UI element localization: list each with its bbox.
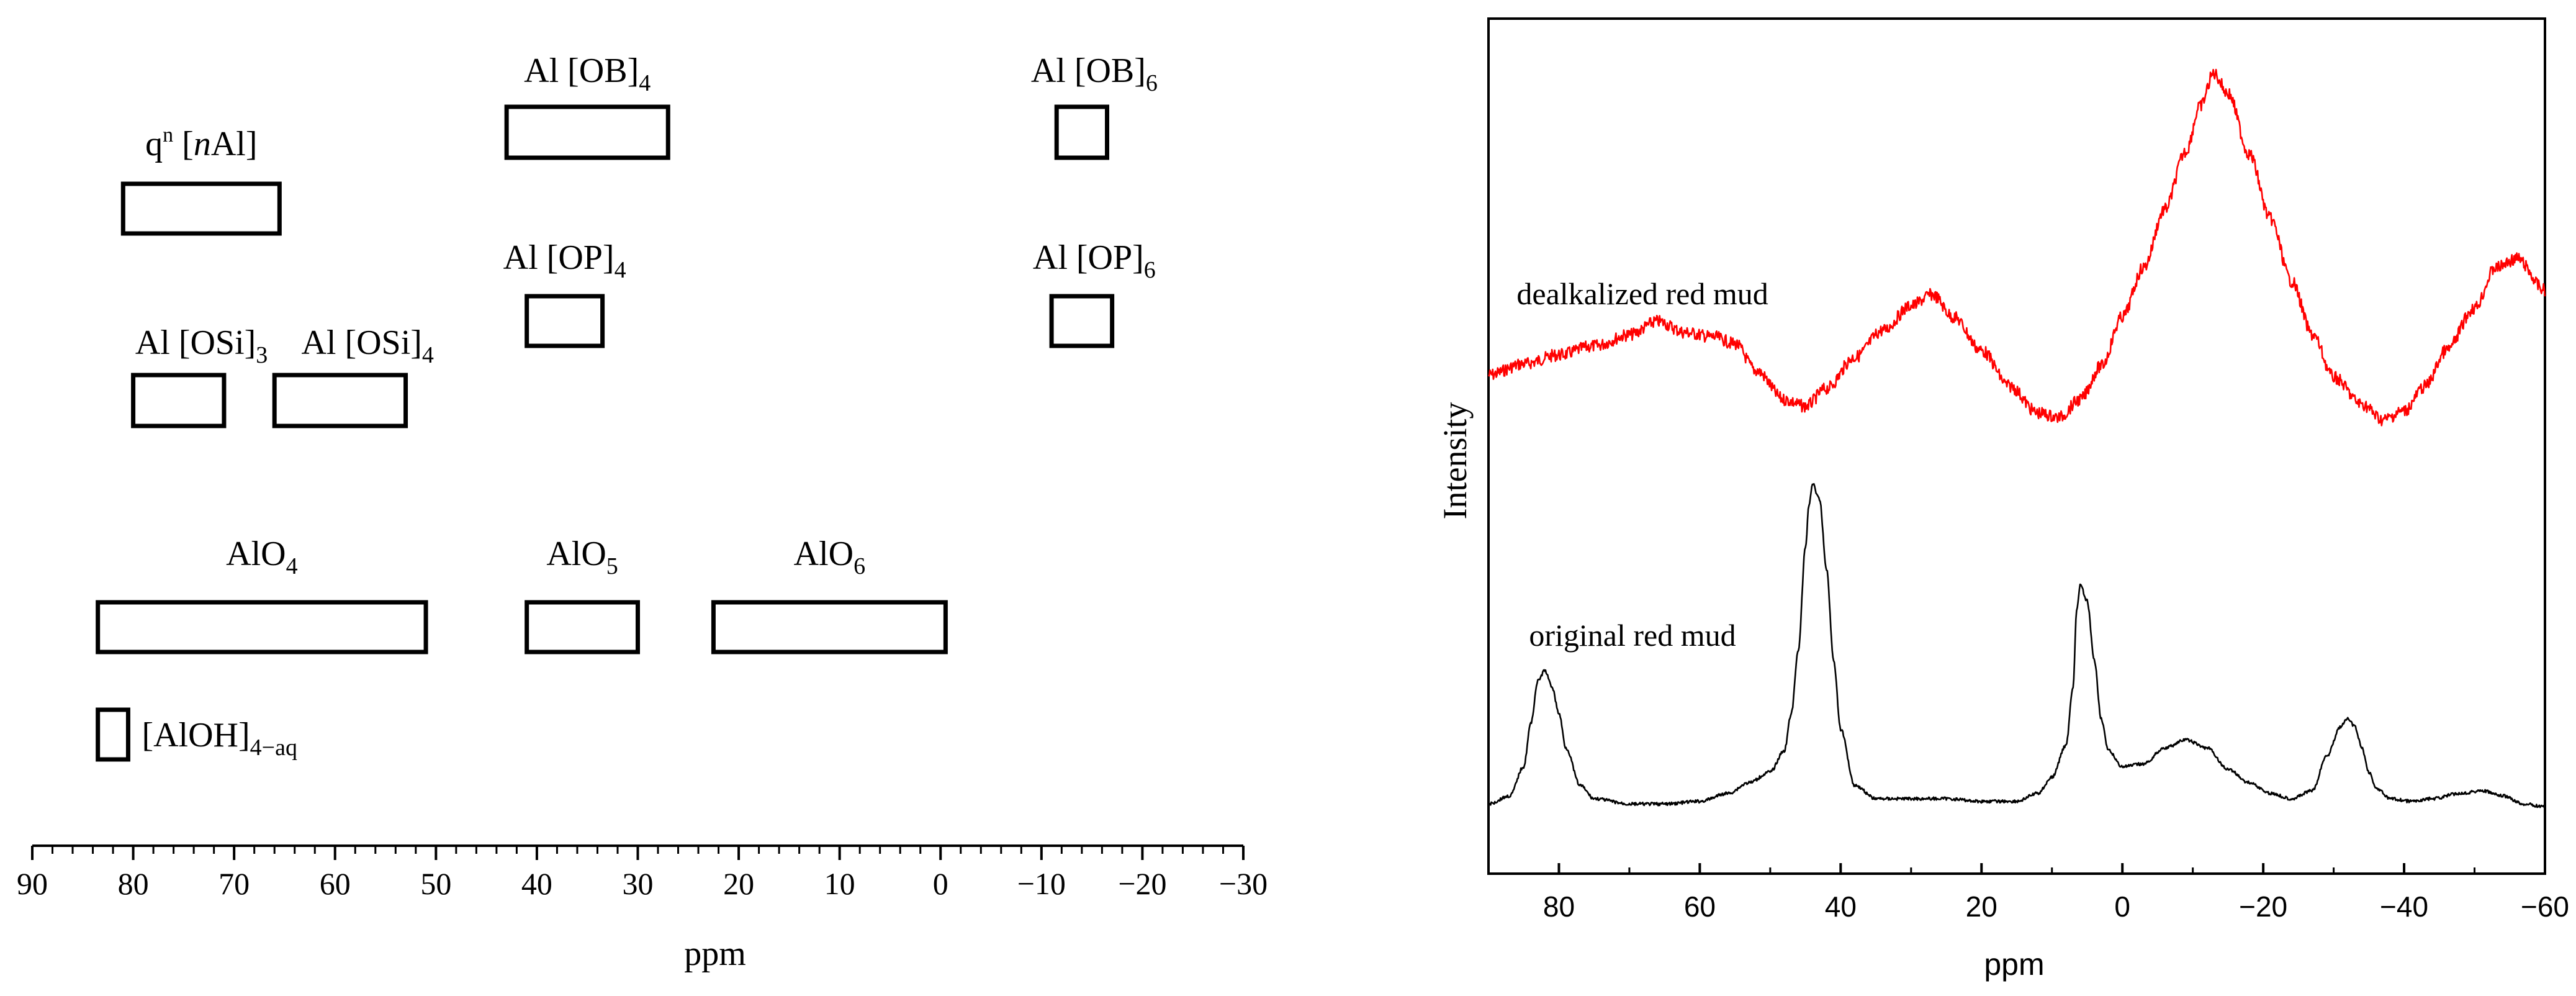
range-chart-x-axis-label: ppm bbox=[684, 935, 746, 973]
range-box-alo4 bbox=[96, 600, 428, 654]
range-box-al-op6 bbox=[1049, 294, 1115, 348]
spectrum-x-tick-label: 80 bbox=[1543, 890, 1575, 923]
spectrum-x-tick-label: 0 bbox=[2114, 890, 2130, 923]
range-box-al-osi4 bbox=[272, 373, 408, 428]
range-chart-x-tick-label: 90 bbox=[17, 866, 48, 901]
chemical-shift-range-chart: 90 80 70 60 50 40 30 20 10 0 −10 −20 −30 qn [nAl] Al … bbox=[17, 52, 1268, 973]
range-box-alo5 bbox=[525, 600, 640, 654]
range-chart-x-tick-label: 20 bbox=[723, 866, 754, 901]
series-annotation-original-red-mud: original red mud bbox=[1529, 618, 1736, 653]
plot-frame bbox=[1487, 17, 2546, 875]
range-label-al-op6: Al [OP]6 bbox=[1033, 238, 1156, 283]
spectrum-series bbox=[1487, 68, 2546, 808]
spectrum-x-tick-label: 20 bbox=[1966, 890, 1997, 923]
range-label-al-osi3: Al [OSi]3 bbox=[135, 324, 268, 368]
range-label-alo5: AlO5 bbox=[546, 535, 618, 579]
range-chart-x-tick-label: 50 bbox=[420, 866, 451, 901]
range-label-alo6: AlO6 bbox=[794, 535, 865, 579]
spectrum-x-tick-label: −60 bbox=[2521, 890, 2569, 923]
range-box-qn-nAl bbox=[120, 181, 282, 236]
range-label-aloh-aq: [AlOH]4−aq bbox=[142, 716, 297, 761]
range-label-al-op4: Al [OP]4 bbox=[503, 238, 626, 283]
range-box-alo6 bbox=[711, 600, 948, 654]
spectrum-y-axis-label: Intensity bbox=[1436, 402, 1474, 520]
spectrum-x-axis-label: ppm bbox=[1984, 947, 2044, 982]
range-chart-x-ticks: 90 80 70 60 50 40 30 20 10 0 −10 −20 −30 bbox=[17, 846, 1268, 901]
range-box-al-ob4 bbox=[504, 104, 670, 160]
range-chart-x-tick-label: −30 bbox=[1219, 866, 1268, 901]
series-line-dealkalized-red-mud bbox=[1487, 68, 2546, 427]
series-line-original-red-mud bbox=[1488, 482, 2546, 808]
range-boxes: qn [nAl] Al [OB]4 Al [OB]6 Al [OP]4 Al [OP]6… bbox=[96, 52, 1158, 762]
range-chart-x-tick-label: 30 bbox=[623, 866, 654, 901]
range-label-qn-nAl: qn [nAl] bbox=[145, 124, 257, 163]
range-chart-x-tick-label: 40 bbox=[521, 866, 552, 901]
range-label-alo4: AlO4 bbox=[226, 535, 297, 579]
range-chart-x-tick-label: 10 bbox=[824, 866, 855, 901]
range-label-al-ob6: Al [OB]6 bbox=[1031, 52, 1158, 96]
nmr-spectrum-chart: 80 60 40 20 0 −20 −40 −60 dealkalized red mud or… bbox=[1436, 17, 2569, 982]
spectrum-x-tick-label: −20 bbox=[2239, 890, 2287, 923]
range-box-al-op4 bbox=[525, 294, 605, 348]
spectrum-x-tick-label: 60 bbox=[1684, 890, 1716, 923]
range-chart-x-tick-label: −20 bbox=[1118, 866, 1166, 901]
range-box-al-osi3 bbox=[131, 373, 227, 428]
range-box-aloh-aq bbox=[96, 707, 130, 762]
spectrum-x-tick-label: −40 bbox=[2380, 890, 2428, 923]
range-label-al-ob4: Al [OB]4 bbox=[524, 52, 651, 96]
range-chart-x-tick-label: 70 bbox=[218, 866, 250, 901]
range-chart-x-tick-label: −10 bbox=[1017, 866, 1066, 901]
series-annotations: dealkalized red mud original red mud bbox=[1516, 276, 1768, 653]
series-annotation-dealkalized-red-mud: dealkalized red mud bbox=[1516, 276, 1768, 311]
spectrum-x-ticks: 80 60 40 20 0 −20 −40 −60 bbox=[1487, 863, 2569, 923]
spectrum-x-tick-label: 40 bbox=[1825, 890, 1857, 923]
range-chart-x-tick-label: 80 bbox=[118, 866, 149, 901]
range-label-al-osi4: Al [OSi]4 bbox=[301, 324, 433, 368]
range-chart-x-tick-label: 0 bbox=[933, 866, 948, 901]
range-box-al-ob6 bbox=[1054, 104, 1110, 160]
range-chart-x-tick-label: 60 bbox=[320, 866, 351, 901]
